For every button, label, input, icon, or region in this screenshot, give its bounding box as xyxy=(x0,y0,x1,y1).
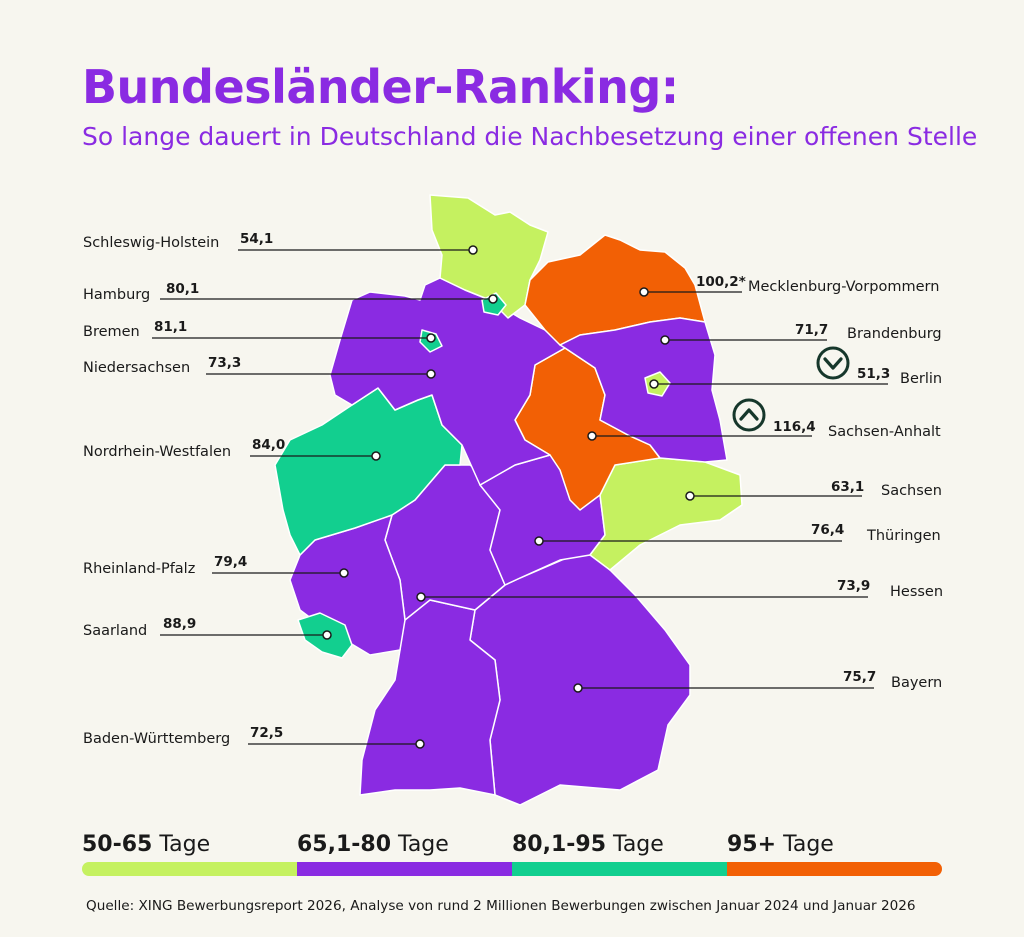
state-value-sachsen: 63,1 xyxy=(831,479,865,495)
state-value-bremen: 81,1 xyxy=(154,319,188,335)
up-circle-icon xyxy=(732,398,766,432)
marker-nordrhein-westfalen[interactable] xyxy=(371,451,381,461)
state-value-saarland: 88,9 xyxy=(163,616,197,632)
state-label-sachsen-anhalt: Sachsen-Anhalt xyxy=(828,424,941,440)
state-value-baden-wuerttemberg: 72,5 xyxy=(250,725,284,741)
state-label-saarland: Saarland xyxy=(83,623,148,639)
region-baden-wuerttemberg[interactable] xyxy=(359,599,501,796)
legend-item-65-80: 65,1-80 Tage xyxy=(297,834,449,856)
marker-saarland[interactable] xyxy=(322,630,332,640)
state-label-rheinland-pfalz: Rheinland-Pfalz xyxy=(83,561,196,577)
state-value-nordrhein-westfalen: 84,0 xyxy=(252,437,286,453)
legend-item-50-65: 50-65 Tage xyxy=(82,834,210,856)
state-value-hamburg: 80,1 xyxy=(166,281,200,297)
legend-bar-95-plus xyxy=(727,862,942,876)
state-label-nordrhein-westfalen: Nordrhein-Westfalen xyxy=(83,444,232,460)
marker-rheinland-pfalz[interactable] xyxy=(339,568,349,578)
state-value-mecklenburg-vorpommern: 100,2* xyxy=(696,274,746,290)
legend-range: 50-65 xyxy=(82,832,153,857)
state-value-bayern: 75,7 xyxy=(843,669,877,685)
state-value-brandenburg: 71,7 xyxy=(795,322,829,338)
legend-unit: Tage xyxy=(783,832,834,857)
state-value-hessen: 73,9 xyxy=(837,578,871,594)
marker-berlin[interactable] xyxy=(649,379,659,389)
state-label-brandenburg: Brandenburg xyxy=(847,326,942,342)
state-label-hessen: Hessen xyxy=(890,584,944,600)
region-brandenburg[interactable] xyxy=(559,317,728,463)
state-label-bayern: Bayern xyxy=(891,675,943,691)
page-title: Bundesländer-Ranking: xyxy=(82,60,679,114)
legend-unit: Tage xyxy=(613,832,664,857)
legend-unit: Tage xyxy=(159,832,211,857)
marker-baden-wuerttemberg[interactable] xyxy=(415,739,425,749)
marker-hessen[interactable] xyxy=(416,592,426,602)
state-label-berlin: Berlin xyxy=(900,371,943,387)
legend-range: 80,1-95 xyxy=(512,832,607,857)
state-value-sachsen-anhalt: 116,4 xyxy=(773,419,816,435)
state-label-hamburg: Hamburg xyxy=(83,287,151,303)
legend-bar-80-95 xyxy=(512,862,727,876)
legend-range: 65,1-80 xyxy=(297,832,392,857)
state-value-rheinland-pfalz: 79,4 xyxy=(214,554,248,570)
marker-niedersachsen[interactable] xyxy=(426,369,436,379)
state-value-berlin: 51,3 xyxy=(857,366,891,382)
state-label-bremen: Bremen xyxy=(83,324,140,340)
region-bayern[interactable] xyxy=(469,549,691,806)
state-value-schleswig-holstein: 54,1 xyxy=(240,231,274,247)
state-label-niedersachsen: Niedersachsen xyxy=(83,360,191,376)
state-label-thueringen: Thüringen xyxy=(867,528,941,544)
legend-range: 95+ xyxy=(727,832,777,857)
legend-item-95-plus: 95+ Tage xyxy=(727,834,834,856)
state-label-baden-wuerttemberg: Baden-Württemberg xyxy=(83,731,231,747)
state-value-niedersachsen: 73,3 xyxy=(208,355,242,371)
page-subtitle: So lange dauert in Deutschland die Nachb… xyxy=(82,122,978,151)
marker-sachsen-anhalt[interactable] xyxy=(587,431,597,441)
state-label-mecklenburg-vorpommern: Mecklenburg-Vorpommern xyxy=(748,279,940,295)
legend-unit: Tage xyxy=(398,832,449,857)
source-note: Quelle: XING Bewerbungsreport 2026, Anal… xyxy=(86,898,916,914)
marker-hamburg[interactable] xyxy=(488,294,498,304)
state-label-sachsen: Sachsen xyxy=(881,483,942,499)
marker-mecklenburg-vorpommern[interactable] xyxy=(639,287,649,297)
marker-bremen[interactable] xyxy=(426,333,436,343)
marker-thueringen[interactable] xyxy=(534,536,544,546)
state-label-schleswig-holstein: Schleswig-Holstein xyxy=(83,235,220,251)
state-value-thueringen: 76,4 xyxy=(811,522,845,538)
legend-bar-65-80 xyxy=(297,862,512,876)
legend-bar-50-65 xyxy=(82,862,297,876)
down-circle-icon xyxy=(816,346,850,380)
legend-item-80-95: 80,1-95 Tage xyxy=(512,834,664,856)
marker-sachsen[interactable] xyxy=(685,491,695,501)
marker-brandenburg[interactable] xyxy=(660,335,670,345)
marker-schleswig-holstein[interactable] xyxy=(468,245,478,255)
marker-bayern[interactable] xyxy=(573,683,583,693)
region-sachsen[interactable] xyxy=(589,457,743,571)
